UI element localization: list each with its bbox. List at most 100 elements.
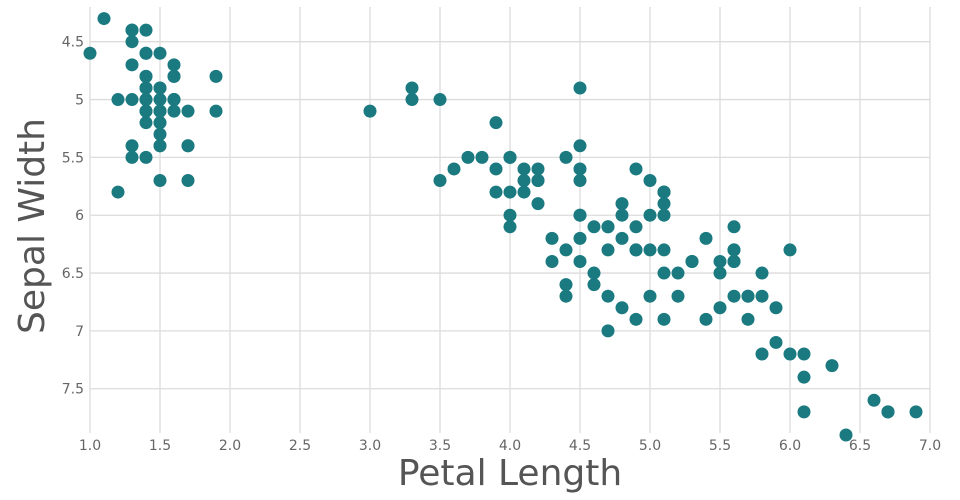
data-point	[587, 220, 601, 234]
data-point	[573, 174, 587, 188]
data-point	[167, 93, 181, 107]
data-point	[503, 150, 517, 164]
data-point	[139, 104, 153, 118]
data-point	[139, 116, 153, 130]
data-point	[881, 405, 895, 419]
data-point	[559, 289, 573, 303]
x-tick-label: 1.5	[149, 438, 171, 454]
data-point	[755, 289, 769, 303]
data-point	[139, 81, 153, 95]
data-point	[769, 335, 783, 349]
data-point	[125, 139, 139, 153]
data-point	[167, 58, 181, 72]
data-point	[797, 405, 811, 419]
data-point	[825, 359, 839, 373]
data-points	[83, 12, 923, 442]
data-point	[615, 301, 629, 315]
data-point	[615, 231, 629, 245]
data-point	[685, 254, 699, 268]
data-point	[839, 428, 853, 442]
data-point	[727, 220, 741, 234]
data-point	[503, 185, 517, 199]
data-point	[713, 301, 727, 315]
data-point	[125, 35, 139, 49]
x-tick-label: 3.5	[429, 438, 451, 454]
data-point	[405, 81, 419, 95]
data-point	[489, 185, 503, 199]
x-tick-label: 5.0	[639, 438, 661, 454]
data-point	[601, 324, 615, 338]
x-axis-label: Petal Length	[398, 453, 622, 494]
data-point	[629, 220, 643, 234]
data-point	[139, 46, 153, 60]
data-point	[181, 174, 195, 188]
data-point	[727, 289, 741, 303]
data-point	[587, 266, 601, 280]
data-point	[125, 58, 139, 72]
y-tick-label: 6.5	[62, 266, 84, 282]
data-point	[475, 150, 489, 164]
data-point	[657, 208, 671, 222]
data-point	[573, 254, 587, 268]
data-point	[517, 174, 531, 188]
data-point	[755, 347, 769, 361]
y-axis-ticks: 4.5 5 5.5 6 6.5 7 7.5	[62, 35, 84, 398]
data-point	[643, 243, 657, 257]
data-point	[769, 301, 783, 315]
data-point	[153, 127, 167, 141]
data-point	[797, 347, 811, 361]
data-point	[531, 162, 545, 176]
data-point	[741, 312, 755, 326]
data-point	[517, 185, 531, 199]
x-tick-label: 2.5	[289, 438, 311, 454]
data-point	[601, 243, 615, 257]
data-point	[139, 23, 153, 37]
data-point	[699, 231, 713, 245]
data-point	[615, 208, 629, 222]
data-point	[209, 104, 223, 118]
data-point	[153, 174, 167, 188]
data-point	[657, 243, 671, 257]
data-point	[181, 104, 195, 118]
data-point	[657, 312, 671, 326]
data-point	[461, 150, 475, 164]
x-axis-ticks: 1.0 1.5 2.0 2.5 3.0 3.5 4.0 4.5 5.0 5.5 6.0 6.5 7.0	[79, 438, 941, 454]
data-point	[139, 69, 153, 83]
y-tick-label: 5.5	[62, 150, 84, 166]
data-point	[559, 243, 573, 257]
data-point	[153, 116, 167, 130]
data-point	[111, 185, 125, 199]
data-point	[741, 289, 755, 303]
data-point	[111, 93, 125, 107]
y-tick-label: 6	[75, 208, 84, 224]
data-point	[657, 266, 671, 280]
data-point	[643, 289, 657, 303]
data-point	[643, 208, 657, 222]
data-point	[657, 185, 671, 199]
data-point	[559, 278, 573, 292]
y-tick-label: 4.5	[62, 35, 84, 51]
data-point	[209, 69, 223, 83]
data-point	[573, 139, 587, 153]
x-tick-label: 7.0	[919, 438, 941, 454]
data-point	[153, 46, 167, 60]
data-point	[699, 312, 713, 326]
x-tick-label: 6.0	[779, 438, 801, 454]
data-point	[629, 243, 643, 257]
data-point	[783, 347, 797, 361]
x-tick-label: 2.0	[219, 438, 241, 454]
data-point	[489, 162, 503, 176]
data-point	[363, 104, 377, 118]
data-point	[517, 162, 531, 176]
data-point	[615, 197, 629, 211]
data-point	[713, 254, 727, 268]
data-point	[167, 104, 181, 118]
data-point	[867, 393, 881, 407]
data-point	[643, 174, 657, 188]
data-point	[587, 278, 601, 292]
data-point	[181, 139, 195, 153]
data-point	[755, 266, 769, 280]
y-axis-label: Sepal Width	[12, 118, 53, 334]
data-point	[125, 93, 139, 107]
